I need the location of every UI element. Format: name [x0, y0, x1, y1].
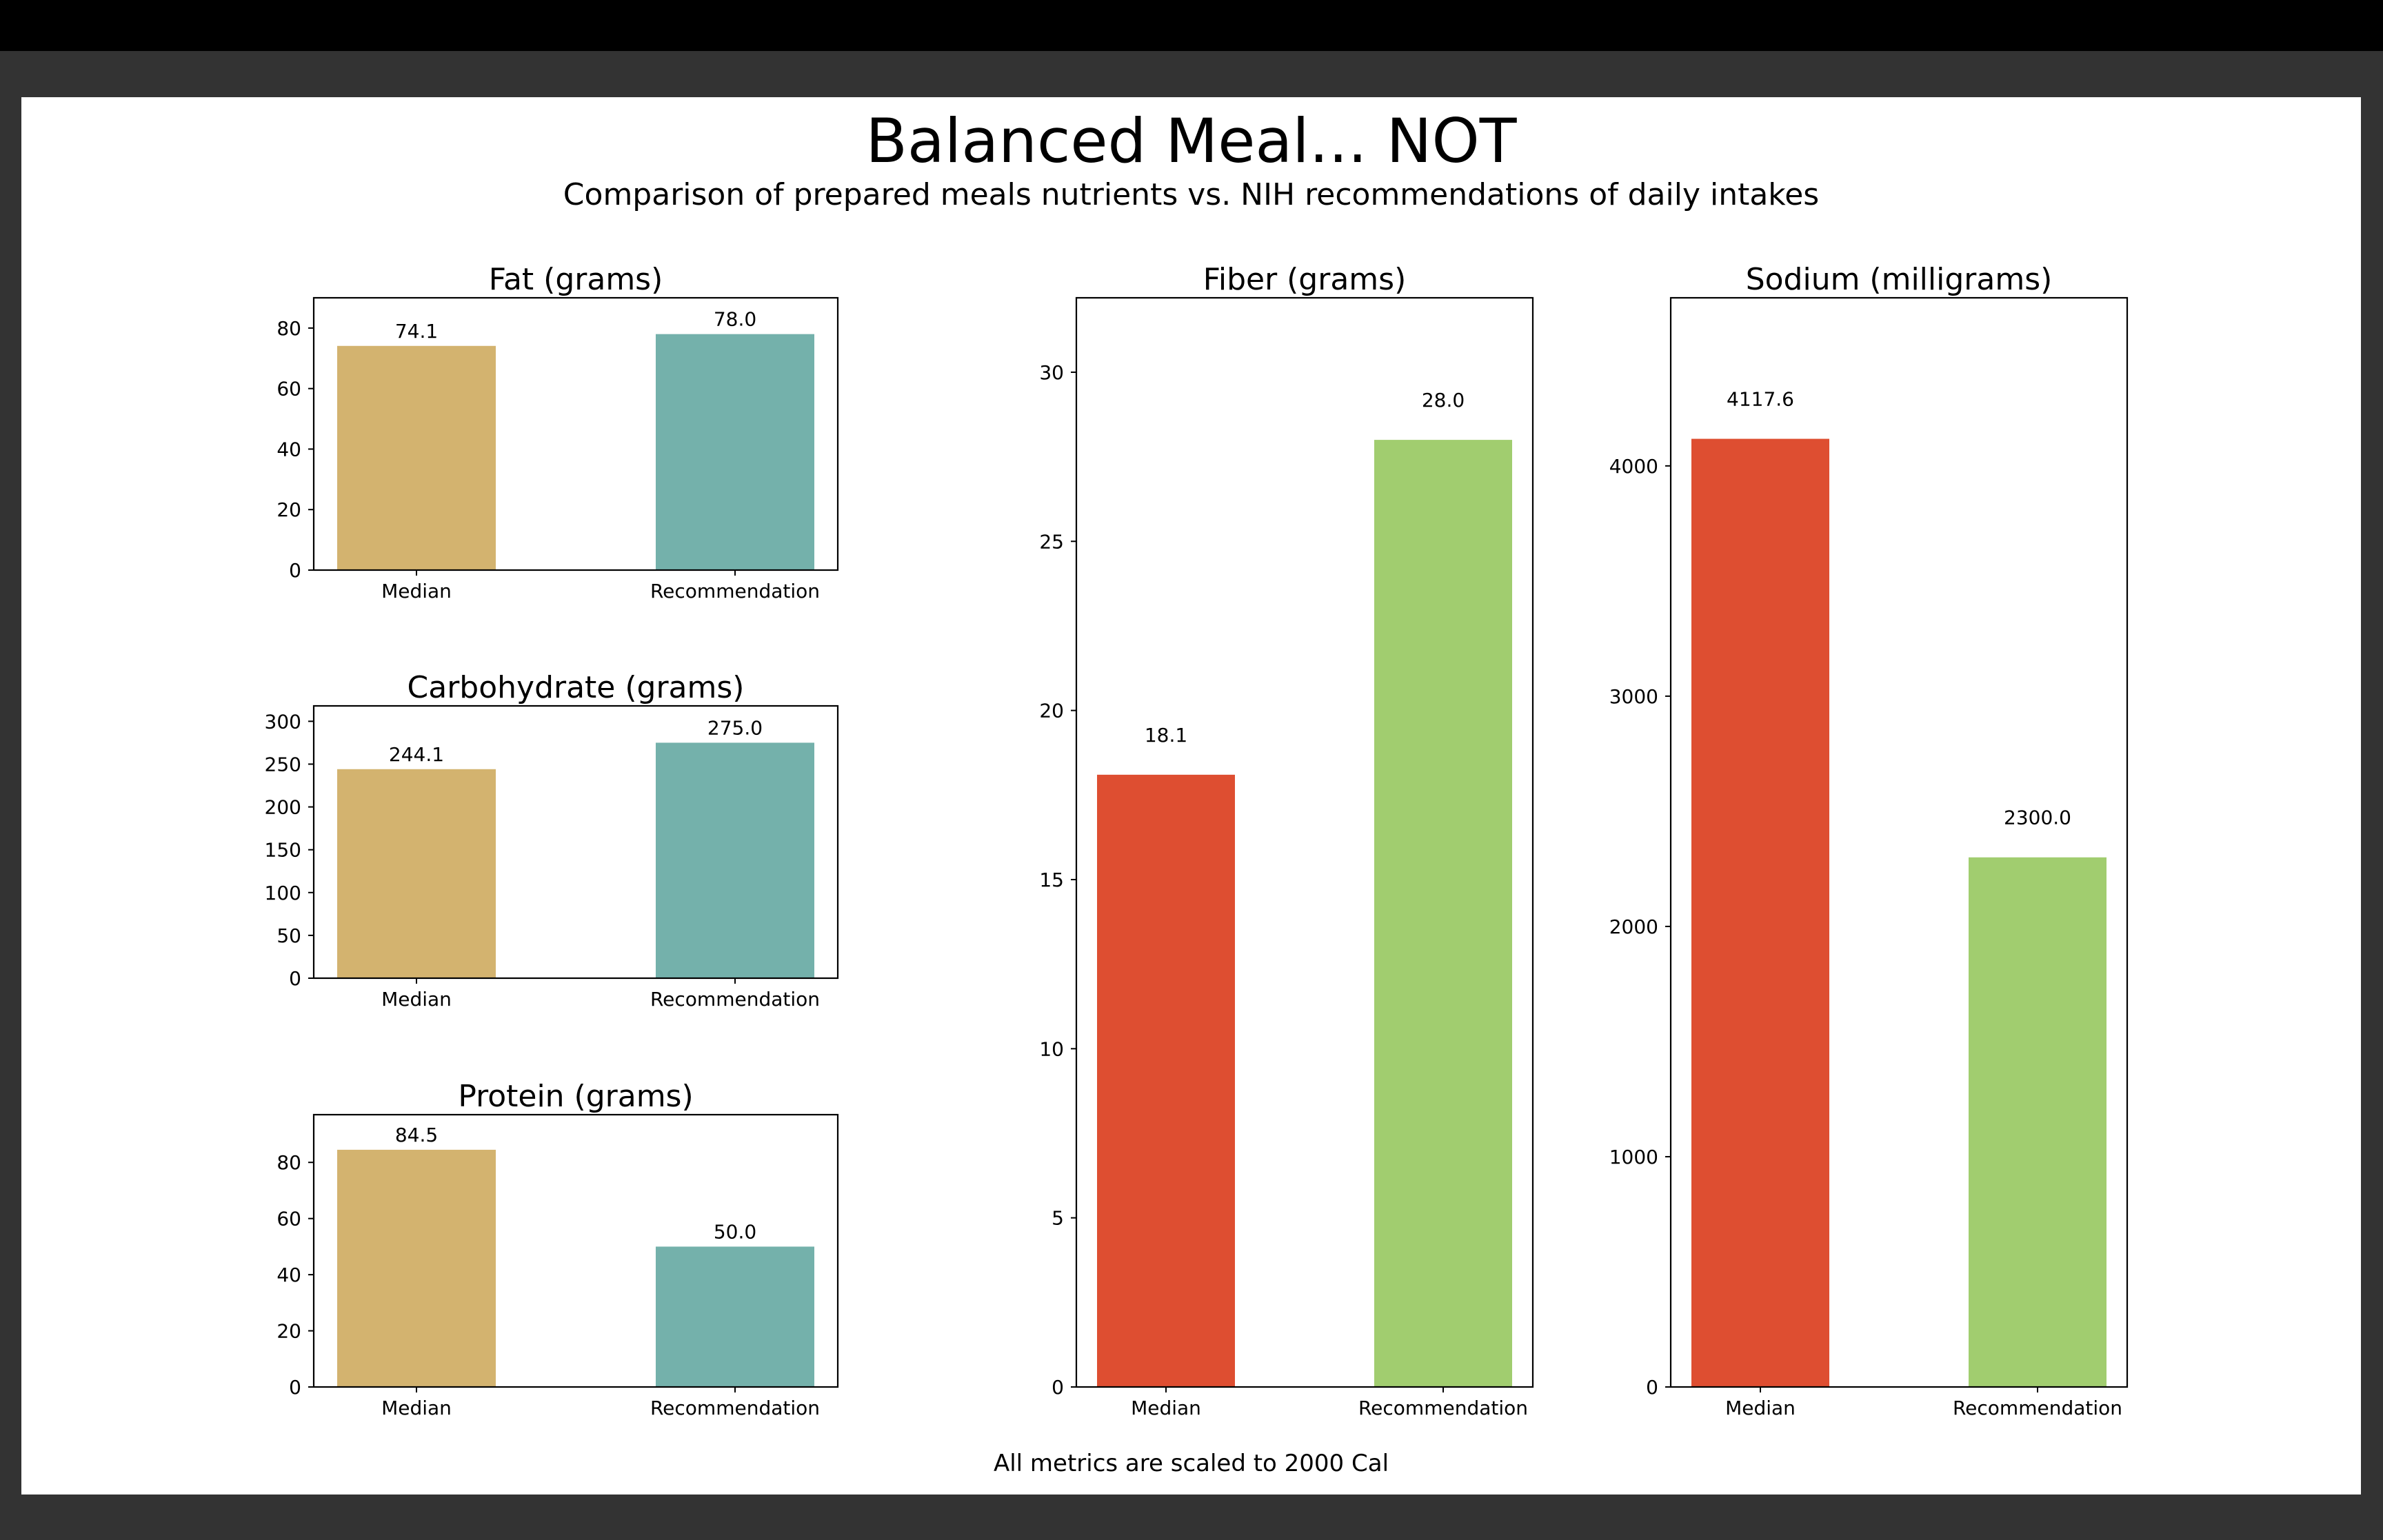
- carb-bar-recommendation: [656, 742, 814, 978]
- fiber-bar-median: [1097, 774, 1235, 1387]
- protein-ytick-label: 0: [289, 1376, 301, 1399]
- protein-ytick-label: 80: [276, 1151, 301, 1174]
- fiber-ytick-label: 25: [1039, 530, 1064, 553]
- fiber-ytick-label: 20: [1039, 700, 1064, 722]
- carb-value-label-recommendation: 275.0: [707, 716, 763, 739]
- fat-xtick-label-median: Median: [381, 580, 452, 602]
- sodium-plot-frame: [1669, 296, 2129, 1388]
- fat-chart: Fat (grams) 74.1 Median 78.0 Recommendation 0…: [276, 262, 839, 602]
- fiber-xtick-label-median: Median: [1131, 1397, 1201, 1419]
- carb-ytick-label: 0: [289, 967, 301, 990]
- carb-ytick-label: 150: [265, 839, 301, 862]
- carb-value-label-median: 244.1: [389, 743, 444, 766]
- protein-plot-frame: [312, 1113, 839, 1388]
- sodium-bar-recommendation: [1969, 857, 2107, 1387]
- carb-ytick-label: 100: [265, 882, 301, 904]
- protein-ytick-label: 40: [276, 1264, 301, 1286]
- sodium-ytick-label: 1000: [1609, 1146, 1658, 1168]
- sodium-ytick-label: 0: [1646, 1376, 1658, 1399]
- fiber-value-label-median: 18.1: [1145, 724, 1187, 747]
- sodium-value-label-recommendation: 2300.0: [2004, 807, 2071, 829]
- fat-value-label-recommendation: 78.0: [714, 308, 756, 331]
- fat-ytick-label: 0: [289, 559, 301, 582]
- fat-value-label-median: 74.1: [395, 320, 438, 343]
- fiber-ytick-label: 30: [1039, 361, 1064, 384]
- protein-chart: Protein (grams) 84.5 Median 50.0 Recommendat…: [276, 1079, 839, 1419]
- protein-bar-median: [337, 1149, 496, 1387]
- carb-bar-median: [337, 769, 496, 978]
- fat-ytick-label: 20: [276, 498, 301, 521]
- figure-canvas: Balanced Meal... NOT Comparison of prepa…: [21, 97, 2361, 1495]
- fiber-plot-frame: [1075, 296, 1534, 1388]
- sodium-bar-median: [1691, 438, 1829, 1387]
- figure-title: Balanced Meal... NOT: [865, 105, 1517, 176]
- carb-ytick-label: 250: [265, 753, 301, 776]
- sodium-ytick-label: 4000: [1609, 455, 1658, 478]
- protein-title: Protein (grams): [458, 1079, 693, 1114]
- carb-xtick-label-recommendation: Recommendation: [650, 988, 820, 1011]
- sodium-xtick-label-recommendation: Recommendation: [1953, 1397, 2122, 1419]
- sodium-value-label-median: 4117.6: [1727, 388, 1794, 411]
- protein-xtick-label-recommendation: Recommendation: [650, 1397, 820, 1419]
- carb-ytick-label: 50: [276, 924, 301, 947]
- sodium-title: Sodium (milligrams): [1746, 262, 2053, 297]
- protein-bar-recommendation: [656, 1246, 814, 1387]
- fat-bar-recommendation: [656, 334, 814, 570]
- fiber-value-label-recommendation: 28.0: [1422, 389, 1465, 412]
- sodium-ytick-label: 3000: [1609, 685, 1658, 708]
- protein-xtick-label-median: Median: [381, 1397, 452, 1419]
- protein-ytick-label: 60: [276, 1208, 301, 1230]
- carb-plot-frame: [312, 705, 839, 980]
- protein-ytick-label: 20: [276, 1320, 301, 1343]
- fiber-title: Fiber (grams): [1203, 262, 1407, 297]
- sodium-chart: Sodium (milligrams) 4117.6 Median 2300.0 Rec…: [1609, 262, 2129, 1419]
- fiber-bar-recommendation: [1374, 440, 1512, 1387]
- fat-xtick-label-recommendation: Recommendation: [650, 580, 820, 602]
- carb-ytick-label: 300: [265, 710, 301, 733]
- fat-ytick-label: 80: [276, 317, 301, 340]
- footer-note: All metrics are scaled to 2000 Cal: [993, 1450, 1389, 1477]
- fat-bar-median: [337, 345, 496, 570]
- protein-value-label-recommendation: 50.0: [714, 1220, 756, 1243]
- fiber-ytick-label: 10: [1039, 1037, 1064, 1060]
- fiber-chart: Fiber (grams) 18.1 Median 28.0 Recommendatio…: [1039, 262, 1534, 1419]
- fat-ytick-label: 60: [276, 378, 301, 401]
- fiber-ytick-label: 5: [1052, 1207, 1064, 1230]
- carb-ytick-label: 200: [265, 796, 301, 819]
- fat-ytick-label: 40: [276, 438, 301, 460]
- fiber-xtick-label-recommendation: Recommendation: [1358, 1397, 1528, 1419]
- fat-title: Fat (grams): [489, 262, 663, 297]
- sodium-ytick-label: 2000: [1609, 915, 1658, 938]
- carb-xtick-label-median: Median: [381, 988, 452, 1011]
- figure-subtitle: Comparison of prepared meals nutrients v…: [563, 177, 1820, 212]
- fiber-ytick-label: 15: [1039, 869, 1064, 891]
- sodium-xtick-label-median: Median: [1725, 1397, 1796, 1419]
- fat-plot-frame: [312, 296, 839, 571]
- carb-title: Carbohydrate (grams): [408, 670, 745, 705]
- top-bar: [0, 0, 2383, 51]
- fiber-ytick-label: 0: [1052, 1376, 1064, 1399]
- protein-value-label-median: 84.5: [395, 1124, 438, 1146]
- carbohydrate-chart: Carbohydrate (grams) 244.1 Median 275.0 Reco…: [265, 670, 839, 1011]
